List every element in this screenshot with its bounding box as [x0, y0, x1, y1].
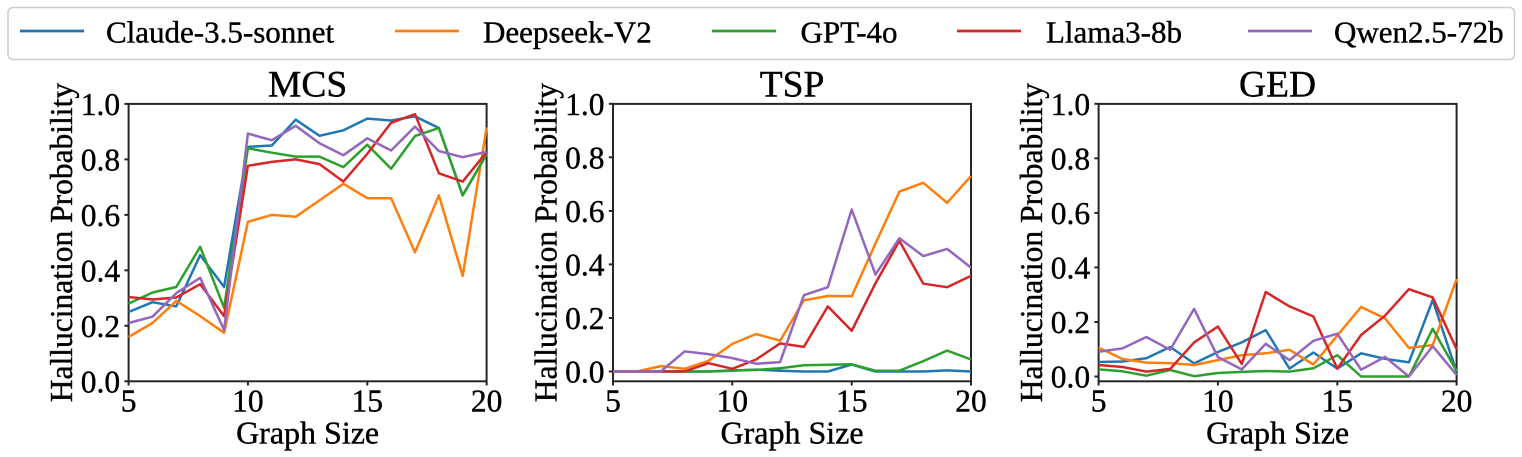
svg-text:Graph Size: Graph Size — [1206, 415, 1349, 451]
svg-text:20: 20 — [471, 384, 503, 419]
svg-text:0.6: 0.6 — [81, 198, 120, 233]
svg-text:0.0: 0.0 — [565, 355, 604, 390]
svg-text:Hallucination Probability: Hallucination Probability — [528, 83, 563, 403]
svg-text:0.2: 0.2 — [81, 309, 120, 344]
svg-text:Deepseek-V2: Deepseek-V2 — [483, 15, 652, 50]
svg-text:5: 5 — [1091, 384, 1107, 419]
svg-text:1.0: 1.0 — [81, 87, 120, 122]
svg-text:TSP: TSP — [760, 65, 825, 106]
svg-text:0.4: 0.4 — [81, 253, 121, 288]
svg-text:0.4: 0.4 — [565, 247, 605, 282]
svg-text:10: 10 — [232, 384, 264, 419]
svg-text:15: 15 — [1322, 384, 1354, 419]
svg-text:Qwen2.5-72b: Qwen2.5-72b — [1334, 15, 1504, 50]
svg-text:GPT-4o: GPT-4o — [801, 15, 898, 50]
svg-text:20: 20 — [955, 384, 987, 419]
svg-text:Hallucination Probability: Hallucination Probability — [1014, 83, 1049, 403]
svg-text:1.0: 1.0 — [1051, 87, 1090, 122]
svg-text:10: 10 — [717, 384, 749, 419]
svg-text:0.0: 0.0 — [81, 364, 120, 399]
svg-text:0.8: 0.8 — [565, 140, 604, 175]
svg-text:0.6: 0.6 — [565, 194, 604, 229]
svg-text:Claude-3.5-sonnet: Claude-3.5-sonnet — [106, 15, 335, 50]
svg-text:Graph Size: Graph Size — [236, 415, 379, 451]
svg-text:0.2: 0.2 — [1051, 305, 1090, 340]
svg-text:0.2: 0.2 — [565, 301, 604, 336]
svg-text:0.4: 0.4 — [1051, 250, 1091, 285]
svg-text:5: 5 — [121, 384, 137, 419]
svg-text:0.8: 0.8 — [81, 142, 120, 177]
svg-text:15: 15 — [352, 384, 384, 419]
svg-text:GED: GED — [1239, 65, 1316, 106]
svg-text:1.0: 1.0 — [565, 87, 604, 122]
svg-text:Graph Size: Graph Size — [720, 415, 863, 451]
svg-text:MCS: MCS — [268, 65, 347, 106]
svg-text:10: 10 — [1202, 384, 1234, 419]
svg-text:20: 20 — [1441, 384, 1473, 419]
svg-text:0.6: 0.6 — [1051, 196, 1090, 231]
svg-text:Llama3-8b: Llama3-8b — [1046, 15, 1182, 50]
svg-text:0.8: 0.8 — [1051, 141, 1090, 176]
svg-text:15: 15 — [836, 384, 868, 419]
svg-text:Hallucination Probability: Hallucination Probability — [44, 83, 79, 403]
svg-text:0.0: 0.0 — [1051, 360, 1090, 395]
svg-text:5: 5 — [605, 384, 621, 419]
